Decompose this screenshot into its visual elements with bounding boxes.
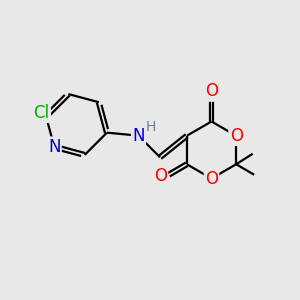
Text: O: O [205,82,218,100]
Text: O: O [154,167,167,185]
Text: N: N [48,138,61,156]
Text: O: O [230,127,243,145]
Text: N: N [132,127,145,145]
Text: Cl: Cl [34,104,50,122]
Text: H: H [146,120,156,134]
Text: O: O [205,169,218,188]
